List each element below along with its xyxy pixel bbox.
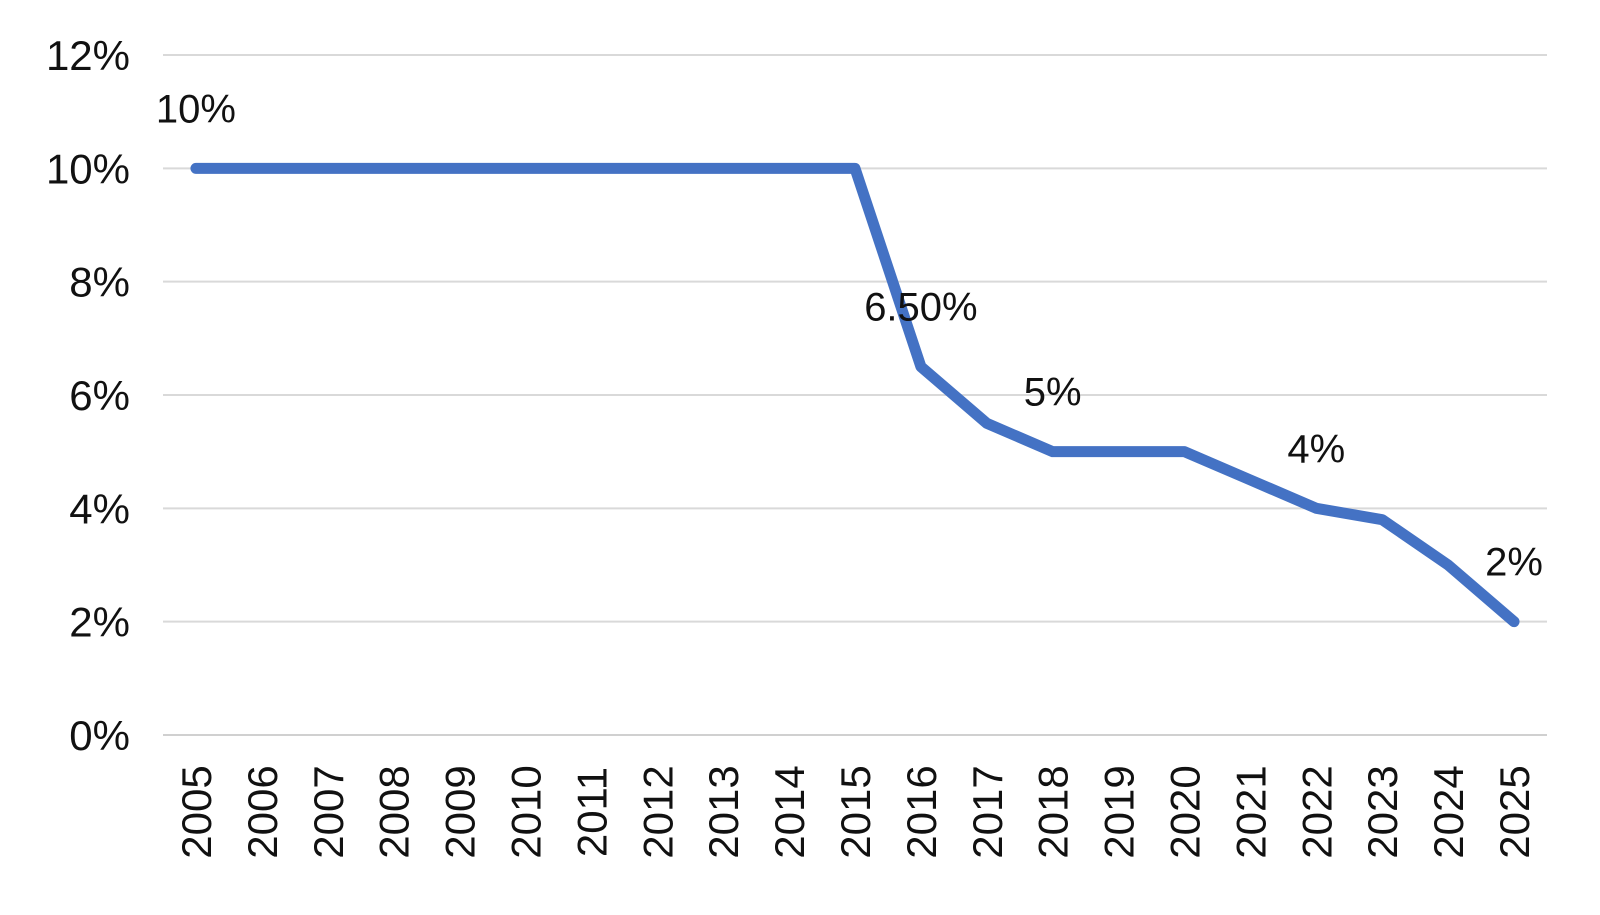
x-tick-label: 2005 (173, 765, 220, 858)
x-tick-label: 2006 (239, 765, 286, 858)
x-tick-label: 2012 (634, 765, 681, 858)
x-tick-label: 2025 (1491, 765, 1538, 858)
x-tick-label: 2020 (1162, 765, 1209, 858)
data-label: 6.50% (864, 286, 977, 330)
data-label: 4% (1287, 427, 1345, 471)
x-tick-label: 2018 (1030, 765, 1077, 858)
x-tick-label: 2016 (898, 765, 945, 858)
data-label: 5% (1024, 371, 1082, 415)
y-tick-label: 6% (69, 372, 130, 419)
x-tick-label: 2015 (832, 765, 879, 858)
x-tick-label: 2009 (437, 765, 484, 858)
y-tick-label: 2% (69, 599, 130, 646)
data-label: 2% (1485, 541, 1543, 585)
y-tick-label: 12% (46, 32, 130, 79)
x-tick-label: 2019 (1096, 765, 1143, 858)
x-tick-label: 2013 (700, 765, 747, 858)
x-tick-label: 2011 (568, 767, 615, 857)
x-tick-label: 2010 (502, 765, 549, 858)
x-tick-label: 2017 (964, 765, 1011, 858)
x-tick-label: 2021 (1227, 765, 1274, 858)
x-tick-label: 2007 (305, 765, 352, 858)
series-line (190, 162, 1520, 628)
y-tick-label: 0% (69, 712, 130, 759)
y-tick-label: 4% (69, 485, 130, 532)
x-tick-label: 2022 (1293, 765, 1340, 858)
data-label: 10% (156, 87, 236, 131)
x-tick-label: 2014 (766, 765, 813, 858)
x-tick-label: 2023 (1359, 765, 1406, 858)
x-tick-label: 2024 (1425, 765, 1472, 858)
y-tick-label: 8% (69, 259, 130, 306)
y-tick-label: 10% (46, 145, 130, 192)
x-tick-label: 2008 (371, 765, 418, 858)
